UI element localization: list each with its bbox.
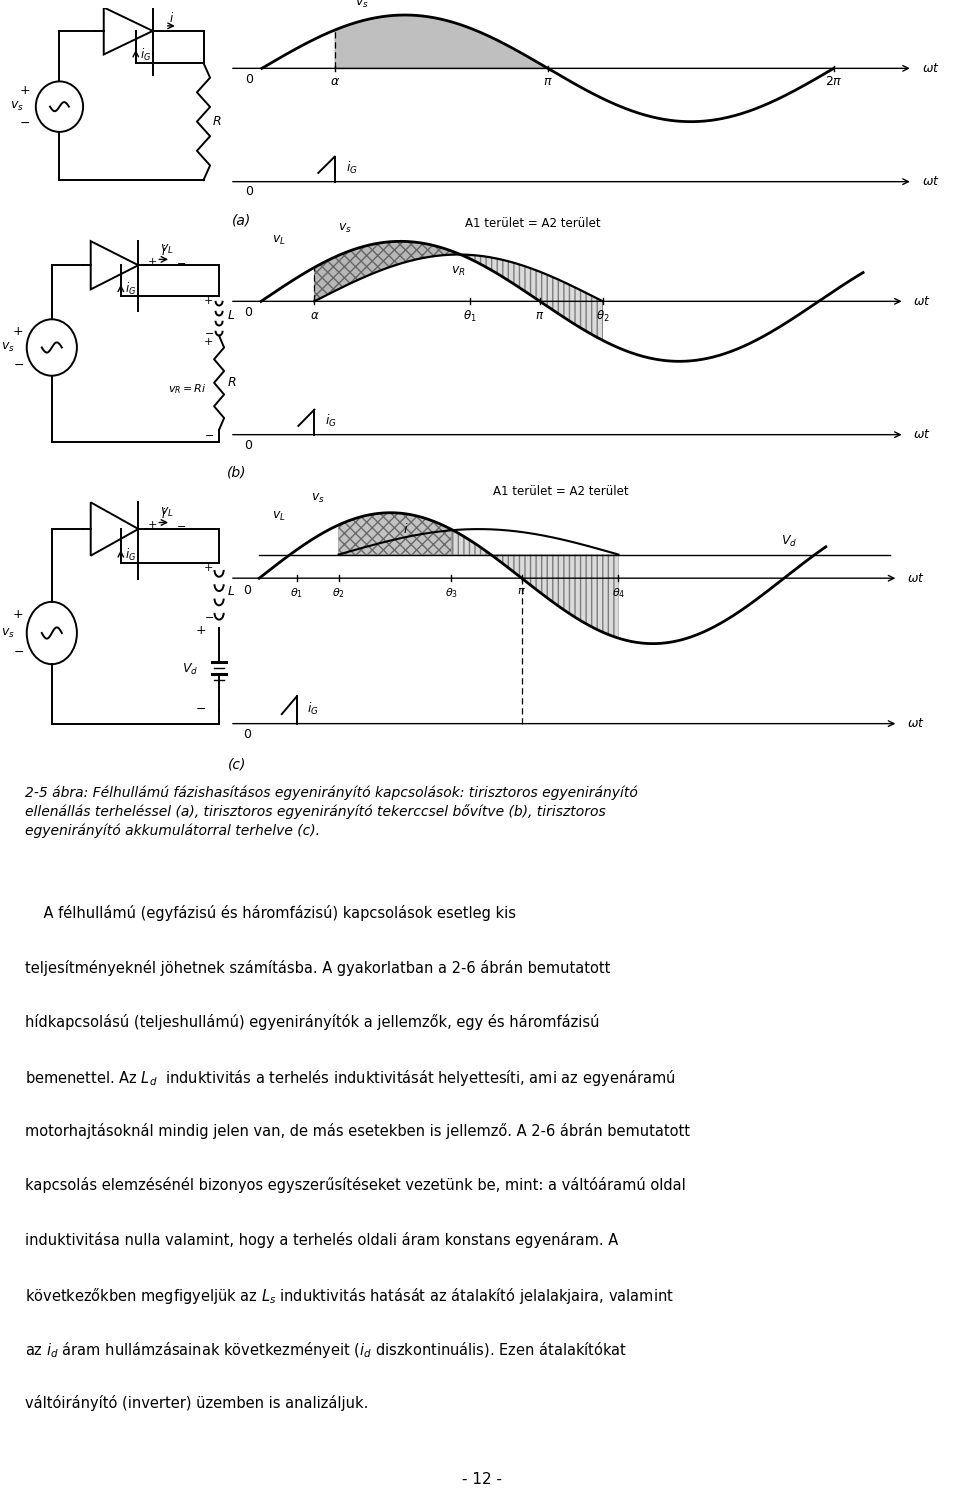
Text: $v_R = Ri$: $v_R = Ri$	[168, 382, 206, 396]
Text: $R$: $R$	[228, 376, 237, 390]
Text: $\alpha$: $\alpha$	[329, 75, 340, 89]
Text: $-$: $-$	[204, 611, 214, 621]
Text: $v_s$: $v_s$	[1, 341, 14, 353]
Text: $-$: $-$	[177, 257, 186, 266]
Text: 0: 0	[243, 728, 251, 741]
Text: (a): (a)	[232, 214, 252, 227]
Text: 2-5 ábra: Félhullámú fázishasításos egyenirányító kapcsolások: tirisztoros egyen: 2-5 ábra: Félhullámú fázishasításos egye…	[25, 785, 637, 838]
Text: $i$: $i$	[403, 522, 409, 537]
Text: $v_L$: $v_L$	[160, 505, 174, 519]
Text: $-$: $-$	[195, 702, 205, 714]
Text: 0: 0	[244, 439, 252, 451]
Text: - 12 -: - 12 -	[463, 1472, 502, 1487]
Text: $i_G$: $i_G$	[139, 47, 151, 63]
Text: $-$: $-$	[204, 328, 214, 337]
Text: $v_s$: $v_s$	[10, 101, 23, 113]
Text: $v_s$: $v_s$	[355, 0, 369, 11]
Text: $L$: $L$	[228, 310, 235, 322]
Text: $i$: $i$	[169, 11, 174, 24]
Text: $\theta_1$: $\theta_1$	[290, 587, 303, 600]
Text: (c): (c)	[228, 758, 246, 772]
Text: +: +	[148, 520, 156, 529]
Text: A1 terület = A2 terület: A1 terület = A2 terület	[466, 217, 601, 230]
Text: 0: 0	[243, 584, 251, 597]
Text: következőkben megfigyeljük az $L_s$ induktivitás hatását az átalakító jelalakjai: következőkben megfigyeljük az $L_s$ indu…	[25, 1286, 674, 1305]
Text: $\theta_2$: $\theta_2$	[332, 587, 345, 600]
Text: $v_L$: $v_L$	[160, 242, 174, 256]
Text: $\omega t$: $\omega t$	[913, 295, 931, 308]
Text: +: +	[148, 257, 156, 266]
Text: (b): (b)	[228, 466, 247, 480]
Text: $\pi$: $\pi$	[543, 75, 553, 89]
Text: $i_G$: $i_G$	[125, 547, 135, 562]
Text: $i_G$: $i_G$	[125, 281, 135, 296]
Text: $2\pi$: $2\pi$	[825, 75, 843, 89]
Text: +: +	[20, 84, 31, 98]
Text: $\theta_1$: $\theta_1$	[463, 308, 476, 323]
Text: $-$: $-$	[12, 358, 24, 370]
Text: $R$: $R$	[212, 116, 222, 128]
Polygon shape	[104, 8, 153, 54]
Text: $v_s$: $v_s$	[311, 492, 324, 505]
Text: +: +	[13, 608, 24, 621]
Text: az $i_d$ áram hullámzásainak következményeit ($i_d$ diszkontinuális). Ezen átala: az $i_d$ áram hullámzásainak következmén…	[25, 1340, 627, 1361]
Text: bemenettel. Az $L_d$  induktivitás a terhelés induktivitását helyettesíti, ami a: bemenettel. Az $L_d$ induktivitás a terh…	[25, 1068, 676, 1089]
Text: váltóirányító (inverter) üzemben is analizáljuk.: váltóirányító (inverter) üzemben is anal…	[25, 1394, 369, 1411]
Text: $\pi$: $\pi$	[517, 587, 526, 596]
Text: $\omega t$: $\omega t$	[906, 717, 924, 729]
Text: $\theta_2$: $\theta_2$	[596, 308, 610, 323]
Text: 0: 0	[244, 307, 252, 319]
Text: $-$: $-$	[177, 520, 186, 529]
Text: 0: 0	[245, 185, 252, 199]
Text: kapcsolás elemzésénél bizonyos egyszerűsítéseket vezetünk be, mint: a váltóáramú: kapcsolás elemzésénél bizonyos egyszerűs…	[25, 1178, 685, 1193]
Text: $-$: $-$	[19, 116, 31, 129]
Text: motorhajtásoknál mindig jelen van, de más esetekben is jellemző. A 2-6 ábrán bem: motorhajtásoknál mindig jelen van, de má…	[25, 1123, 690, 1139]
Text: $-$: $-$	[12, 645, 24, 657]
Text: $-$: $-$	[204, 430, 214, 439]
Text: $i$: $i$	[161, 244, 166, 259]
Text: induktivitása nulla valamint, hogy a terhelés oldali áram konstans egyenáram. A: induktivitása nulla valamint, hogy a ter…	[25, 1232, 618, 1248]
Text: $\omega t$: $\omega t$	[922, 62, 940, 75]
Text: $\omega t$: $\omega t$	[913, 429, 931, 441]
Text: $L$: $L$	[228, 585, 235, 599]
Text: $\omega t$: $\omega t$	[906, 572, 924, 585]
Text: 0: 0	[245, 74, 252, 86]
Text: +: +	[204, 337, 213, 346]
Text: $v_L$: $v_L$	[272, 510, 285, 522]
Text: $v_L$: $v_L$	[272, 235, 286, 247]
Polygon shape	[90, 502, 138, 555]
Text: $i_G$: $i_G$	[307, 701, 319, 717]
Text: $\omega t$: $\omega t$	[922, 174, 940, 188]
Text: $\alpha$: $\alpha$	[309, 308, 319, 322]
Text: $\pi$: $\pi$	[536, 308, 544, 322]
Text: $i_G$: $i_G$	[346, 159, 357, 176]
Text: $\theta_4$: $\theta_4$	[612, 587, 625, 600]
Text: $v_R$: $v_R$	[451, 265, 466, 278]
Text: +: +	[13, 325, 24, 337]
Text: $v_s$: $v_s$	[1, 627, 14, 639]
Text: $+$: $+$	[195, 624, 205, 636]
Text: $V_d$: $V_d$	[181, 662, 198, 677]
Text: +: +	[204, 562, 213, 573]
Text: A1 terület = A2 terület: A1 terület = A2 terület	[493, 486, 629, 498]
Text: $i_G$: $i_G$	[325, 414, 337, 429]
Text: A félhullámú (egyfázisú és háromfázisú) kapcsolások esetleg kis: A félhullámú (egyfázisú és háromfázisú) …	[25, 905, 516, 922]
Polygon shape	[90, 241, 138, 289]
Text: $i$: $i$	[161, 507, 166, 522]
Text: $v_s$: $v_s$	[339, 221, 352, 235]
Text: $V_d$: $V_d$	[781, 534, 798, 549]
Text: +: +	[204, 295, 213, 305]
Text: $\theta_3$: $\theta_3$	[444, 587, 458, 600]
Text: teljesítményeknél jöhetnek számításba. A gyakorlatban a 2-6 ábrán bemutatott: teljesítményeknél jöhetnek számításba. A…	[25, 960, 611, 976]
Text: hídkapcsolású (teljeshullámú) egyenirányítók a jellemzők, egy és háromfázisú: hídkapcsolású (teljeshullámú) egyenirány…	[25, 1014, 599, 1030]
